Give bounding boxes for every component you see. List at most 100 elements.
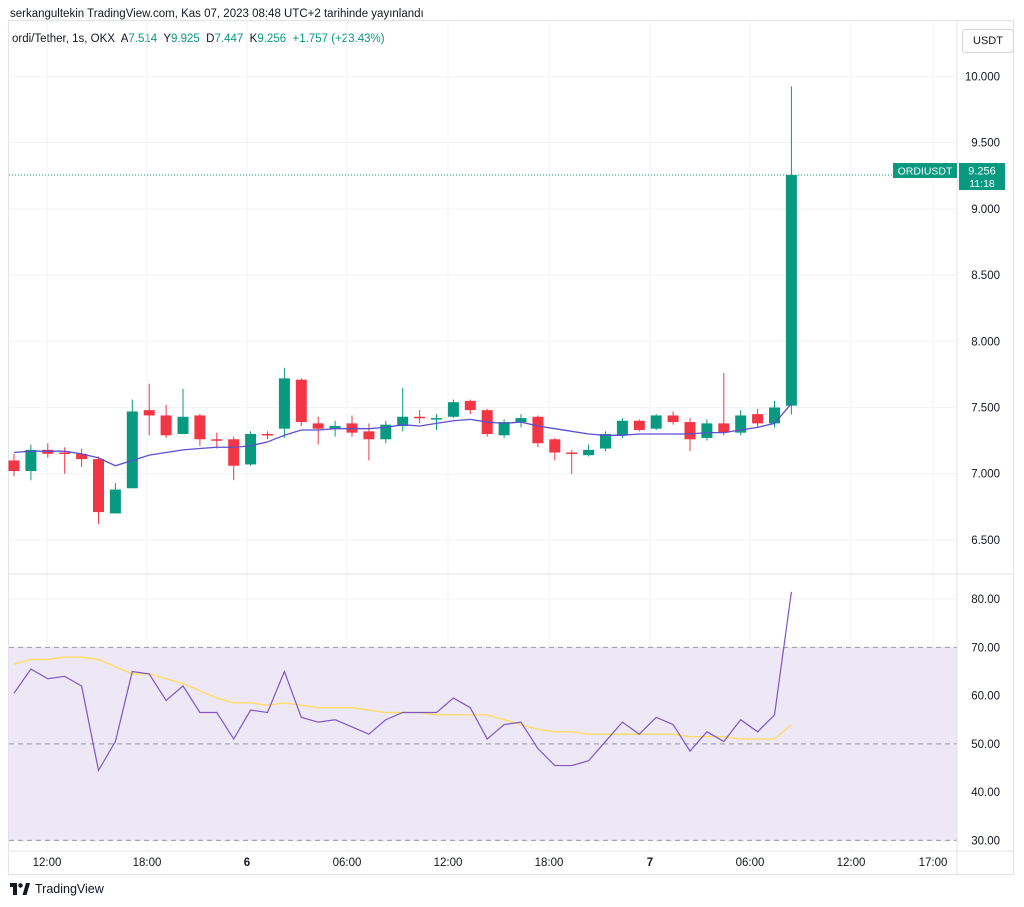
- candle-body: [25, 449, 37, 472]
- candle-body: [312, 423, 324, 429]
- price-axis-tick-label: 6.500: [971, 535, 1000, 547]
- candle: [346, 415, 358, 437]
- candle: [600, 431, 611, 452]
- candle: [312, 416, 324, 445]
- candle: [549, 437, 561, 461]
- candle-body: [245, 433, 257, 465]
- candle-body: [262, 433, 273, 436]
- candle: [515, 414, 527, 428]
- price-tag-symbol-bg: [893, 163, 957, 178]
- rsi-line: [13, 591, 792, 773]
- price-tag: ORDIUSDT 9.256 11:18: [893, 163, 1005, 190]
- candles: [8, 86, 957, 525]
- price-axis-tick-label: 8.500: [971, 270, 1000, 282]
- candle-body: [735, 415, 747, 433]
- candle-body: [431, 418, 442, 420]
- candle-body: [667, 415, 679, 423]
- x-axis-tick-label: 7: [647, 857, 653, 869]
- candle-body: [583, 449, 595, 456]
- candle-body: [194, 415, 206, 440]
- candle: [616, 418, 628, 438]
- candle: [566, 449, 578, 474]
- candle-body: [464, 400, 476, 411]
- x-axis-tick-label: 12:00: [837, 857, 866, 869]
- high-value: 9.925: [171, 33, 200, 45]
- candle-body: [42, 449, 54, 454]
- rsi-axis-tick-label: 50.00: [971, 739, 1000, 751]
- rsi-axis-tick-label: 70.00: [971, 642, 1000, 654]
- candle: [76, 448, 88, 468]
- candle: [109, 482, 121, 514]
- price-axis-tick-label: 10.000: [965, 71, 1000, 83]
- candle: [93, 456, 104, 525]
- candle-body: [177, 416, 189, 434]
- x-axis-tick-label: 12:00: [33, 857, 62, 869]
- moving-average-line: [13, 403, 792, 467]
- candle-body: [126, 411, 138, 489]
- price-tag-value: 9.256: [968, 166, 996, 178]
- close-label: K: [249, 33, 258, 45]
- candle-body: [211, 439, 223, 441]
- candle-body: [278, 378, 290, 429]
- candle: [295, 378, 307, 427]
- candle: [583, 444, 595, 457]
- candle-body: [295, 379, 307, 423]
- currency-button[interactable]: USDT: [962, 29, 1014, 53]
- candle: [380, 420, 392, 444]
- low-label: D: [206, 33, 215, 45]
- candle-body: [600, 433, 611, 449]
- axes: 12:00 18:00 6 06:00 12:00 18:00 7 06:00 12:00 17:…: [9, 21, 1013, 874]
- candle: [177, 388, 189, 434]
- price-axis-tick-label: 8.000: [971, 336, 1000, 348]
- x-axis-tick-label: 12:00: [434, 857, 463, 869]
- candle-body: [718, 423, 730, 433]
- candle-body: [397, 416, 409, 427]
- candle-body: [160, 415, 172, 436]
- candle-body: [93, 459, 104, 513]
- candle-body: [616, 420, 628, 436]
- price-axis-tick-label: 9.500: [971, 138, 1000, 150]
- rsi-axis-tick-label: 30.00: [971, 835, 1000, 847]
- candle-body: [549, 439, 561, 453]
- rsi-axis-tick-label: 40.00: [971, 787, 1000, 799]
- candle-body: [59, 452, 71, 455]
- candle: [228, 436, 240, 481]
- moving-average: [13, 403, 792, 467]
- candle: [143, 383, 155, 436]
- candle-body: [650, 415, 662, 429]
- candle-body: [566, 452, 578, 455]
- candle: [194, 414, 206, 446]
- candle-body: [532, 416, 544, 444]
- tradingview-logo-icon: [10, 883, 30, 895]
- candle-body: [329, 426, 341, 429]
- x-axis-tick-label: 06:00: [736, 857, 765, 869]
- x-axis-tick-label: 18:00: [133, 857, 162, 869]
- candle-body: [380, 424, 392, 440]
- x-axis-tick-label: 17:00: [919, 857, 948, 869]
- candle-body: [414, 416, 426, 419]
- candle-body: [633, 420, 645, 431]
- close-value: 9.256: [257, 33, 287, 45]
- symbol-label[interactable]: ordi/Tether, 1s, OKX: [12, 33, 115, 45]
- candle: [718, 373, 730, 436]
- ohlc-legend: ordi/Tether, 1s, OKX A7.514 Y9.925 D7.44…: [12, 33, 385, 45]
- candle: [785, 86, 797, 415]
- price-axis-tick-label: 9.000: [971, 204, 1000, 216]
- x-axis-tick-label: 06:00: [333, 857, 362, 869]
- rsi-axis-tick-label: 60.00: [971, 691, 1000, 703]
- candle-body: [363, 431, 375, 440]
- candle: [701, 419, 713, 441]
- candle-body: [143, 410, 155, 416]
- footer-brand[interactable]: TradingView: [35, 882, 104, 896]
- candle: [735, 410, 747, 436]
- candle-body: [8, 460, 20, 472]
- x-axis-tick-label: 18:00: [535, 857, 564, 869]
- rsi-axis-tick-label: 80.00: [971, 594, 1000, 606]
- candle-body: [76, 453, 88, 460]
- candle: [414, 410, 426, 424]
- candle: [245, 431, 257, 466]
- candle: [397, 387, 409, 432]
- candle: [126, 399, 138, 489]
- publish-line: serkangultekin TradingView.com, Kas 07, …: [10, 8, 424, 20]
